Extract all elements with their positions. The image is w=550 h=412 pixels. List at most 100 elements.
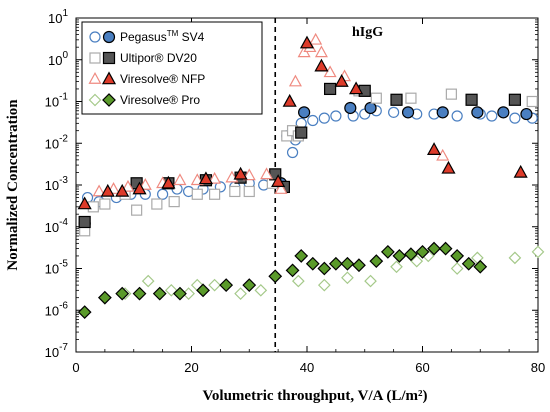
data-point-open-triangle — [323, 65, 337, 78]
data-point-diamond — [450, 249, 465, 263]
legend-label: Viresolve® NFP — [120, 72, 205, 86]
legend-label: Ultipor® DV20 — [120, 51, 197, 65]
data-point-circle — [471, 106, 484, 119]
data-point-open-diamond — [531, 245, 545, 259]
data-point-triangle — [441, 160, 456, 174]
data-point-diamond — [285, 263, 300, 278]
data-point-triangle — [282, 93, 297, 107]
data-point-open-diamond — [317, 278, 331, 292]
data-point-diamond — [305, 256, 320, 271]
data-point-square — [508, 93, 521, 106]
data-point-open-triangle — [436, 148, 450, 161]
data-point-diamond — [380, 244, 395, 259]
data-point-open-circle — [330, 110, 342, 122]
chart-annotation: hIgG — [352, 25, 383, 40]
data-point-diamond — [328, 256, 343, 271]
data-point-triangle — [132, 181, 147, 195]
data-point-diamond — [352, 258, 366, 273]
data-point-open-circle — [307, 114, 319, 127]
data-point-open-square — [151, 198, 163, 210]
data-point-triangle — [115, 183, 130, 197]
data-point-circle — [436, 106, 449, 119]
data-point-diamond — [294, 249, 309, 263]
data-point-diamond — [473, 259, 488, 274]
data-point-open-square — [526, 95, 538, 108]
legend-marker-open-square — [89, 52, 101, 64]
y-tick-label: 10-5 — [45, 259, 69, 277]
data-point-triangle — [349, 81, 364, 95]
data-point-triangle — [233, 166, 248, 180]
data-point-diamond — [404, 247, 418, 262]
y-tick-label: 101 — [48, 8, 68, 26]
data-point-triangle — [513, 164, 528, 178]
data-point-open-square — [131, 204, 143, 216]
data-point-diamond — [77, 305, 92, 320]
x-tick-label: 40 — [300, 360, 314, 375]
data-point-open-circle — [451, 110, 463, 122]
y-tick-label: 10-6 — [45, 300, 69, 318]
data-point-open-diamond — [450, 262, 464, 275]
legend-marker-diamond — [102, 93, 116, 107]
data-point-open-triangle — [288, 74, 302, 87]
data-point-circle — [497, 106, 510, 119]
data-point-circle — [401, 106, 415, 119]
data-point-triangle — [77, 196, 92, 210]
data-point-open-square — [191, 188, 203, 200]
data-point-square — [465, 93, 478, 106]
data-point-diamond — [219, 278, 234, 293]
data-point-triangle — [271, 174, 286, 187]
data-point-triangle — [198, 171, 214, 185]
data-point-open-triangle — [173, 173, 187, 186]
data-point-open-diamond — [341, 271, 354, 285]
data-point-diamond — [317, 261, 332, 276]
data-point-diamond — [461, 256, 476, 271]
data-point-diamond — [438, 241, 453, 256]
data-point-open-diamond — [410, 254, 424, 268]
data-point-circle — [364, 101, 377, 115]
data-point-open-square — [229, 185, 241, 198]
y-tick-label: 10-4 — [45, 217, 69, 235]
data-point-diamond — [369, 254, 384, 269]
data-point-triangle — [426, 142, 442, 155]
legend-marker-open-circle — [89, 31, 101, 43]
x-tick-label: 0 — [72, 360, 79, 375]
series-circle — [78, 101, 538, 230]
data-point-diamond — [196, 283, 210, 298]
data-point-square — [324, 82, 337, 96]
legend-marker-open-diamond — [88, 93, 102, 107]
y-tick-label: 10-3 — [45, 175, 69, 193]
data-point-open-triangle — [314, 45, 328, 58]
data-point-diamond — [427, 241, 441, 256]
data-point-triangle — [299, 35, 315, 49]
data-point-open-circle — [509, 112, 521, 124]
data-point-open-square — [209, 188, 221, 200]
y-tick-label: 10-2 — [45, 133, 69, 151]
legend-marker-open-triangle — [88, 72, 102, 84]
data-point-triangle — [100, 183, 115, 197]
y-tick-label: 100 — [48, 50, 68, 68]
data-point-open-diamond — [508, 251, 522, 265]
data-point-open-triangle — [92, 184, 106, 197]
data-point-open-diamond — [291, 274, 305, 288]
data-point-triangle — [314, 58, 329, 72]
data-point-triangle — [161, 175, 176, 189]
x-tick-label: 60 — [415, 360, 429, 375]
legend-marker-circle — [102, 30, 116, 44]
data-point-diamond — [340, 256, 355, 271]
data-point-diamond — [132, 286, 147, 301]
data-point-open-triangle — [260, 167, 274, 180]
data-point-open-triangle — [309, 32, 323, 45]
data-point-diamond — [173, 286, 187, 301]
data-point-diamond — [115, 286, 130, 301]
data-point-circle — [344, 101, 357, 115]
legend-marker-square — [102, 51, 116, 65]
data-point-open-diamond — [364, 274, 377, 288]
data-point-open-square — [405, 92, 417, 104]
data-point-open-diamond — [208, 278, 221, 292]
data-point-diamond — [152, 286, 167, 301]
y-tick-label: 10-1 — [45, 92, 69, 110]
data-point-open-square — [99, 198, 111, 210]
y-axis-title: Normalized Concentration — [5, 99, 21, 271]
